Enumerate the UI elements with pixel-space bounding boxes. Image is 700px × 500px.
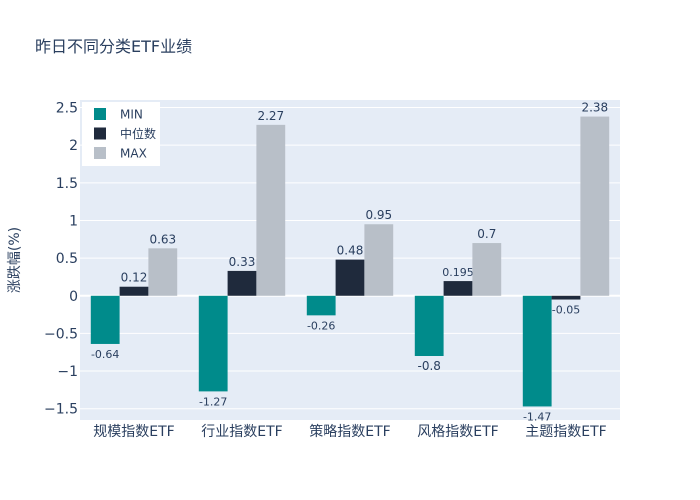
legend-swatch	[94, 147, 106, 159]
legend-label: MIN	[120, 108, 143, 122]
x-tick-label: 主题指数ETF	[525, 424, 606, 440]
data-label: -0.8	[417, 359, 440, 373]
legend-swatch	[94, 127, 106, 140]
chart-title: 昨日不同分类ETF业绩	[35, 37, 193, 56]
bar	[472, 243, 502, 296]
y-tick-label: 0.5	[56, 251, 78, 267]
bar	[227, 270, 257, 296]
data-label: 0.95	[365, 208, 392, 222]
bar	[306, 295, 336, 316]
bar	[148, 248, 178, 296]
bar	[414, 295, 444, 356]
bar	[522, 295, 552, 407]
y-tick-label: −1	[57, 364, 78, 380]
legend-label: MAX	[120, 147, 147, 161]
y-tick-label: 1.5	[56, 176, 78, 192]
y-tick-label: 0	[69, 289, 78, 305]
x-tick-label: 风格指数ETF	[417, 424, 498, 440]
y-tick-label: 2	[69, 138, 78, 154]
x-tick-label: 行业指数ETF	[201, 424, 282, 440]
data-label: -1.47	[523, 410, 551, 423]
bar	[198, 295, 228, 392]
data-label: 0.63	[149, 232, 176, 246]
data-label: -1.27	[199, 395, 227, 408]
y-tick-label: −0.5	[44, 326, 78, 342]
legend-label: 中位数	[120, 126, 156, 141]
bar	[90, 295, 120, 344]
data-label: 0.12	[121, 271, 148, 285]
data-label: 2.27	[257, 109, 284, 123]
legend-swatch	[94, 108, 106, 120]
data-label: 0.48	[337, 244, 364, 258]
data-label: 0.195	[442, 266, 474, 279]
y-tick-label: 1	[69, 213, 78, 229]
bar	[443, 281, 473, 296]
y-axis-title: 涨跌幅(%)	[7, 227, 23, 293]
data-label: -0.64	[91, 348, 119, 361]
y-tick-label: 2.5	[56, 101, 78, 117]
data-label: 2.38	[581, 101, 608, 115]
y-tick-label: −1.5	[44, 402, 78, 418]
bar	[551, 295, 581, 300]
bar	[364, 224, 394, 296]
data-label: 0.7	[477, 227, 496, 241]
bar	[335, 259, 365, 296]
x-tick-label: 策略指数ETF	[309, 423, 390, 440]
data-label: -0.26	[307, 319, 335, 332]
data-label: 0.33	[229, 255, 256, 269]
bar	[256, 124, 286, 296]
bar	[580, 116, 610, 296]
data-label: -0.05	[552, 304, 580, 317]
bar	[119, 286, 149, 296]
x-tick-label: 规模指数ETF	[93, 424, 174, 440]
